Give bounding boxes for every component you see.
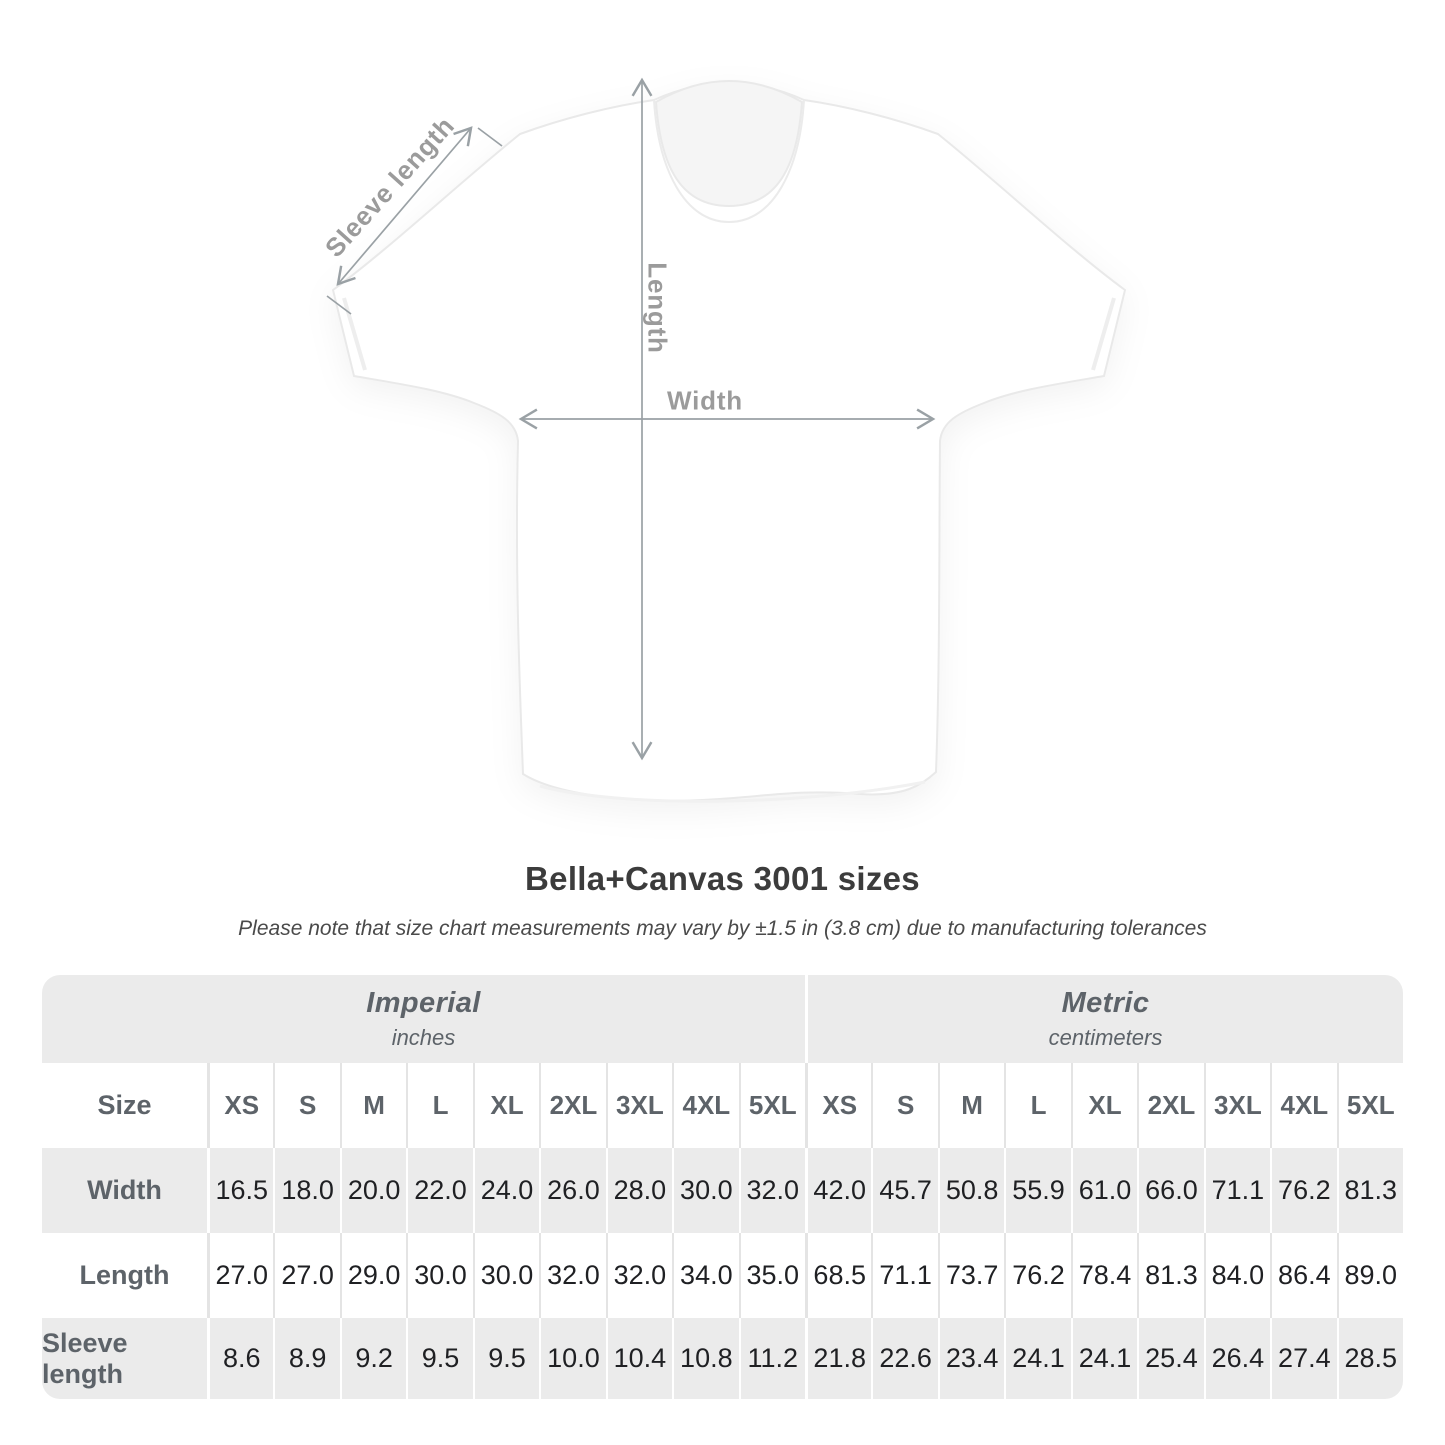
size-col-header: 4XL — [672, 1063, 739, 1148]
table-cell: 9.5 — [406, 1318, 473, 1399]
table-cell: 84.0 — [1203, 1233, 1271, 1318]
size-col-header: XL — [472, 1063, 540, 1148]
table-cell: 30.0 — [672, 1148, 739, 1233]
table-cell: 21.8 — [804, 1318, 872, 1399]
table-cell: 45.7 — [871, 1148, 938, 1233]
left-cuff-seam — [342, 297, 367, 371]
size-col-header: L — [1004, 1063, 1071, 1148]
table-cell: 68.5 — [804, 1233, 872, 1318]
table-cell: 27.4 — [1270, 1318, 1337, 1399]
table-cell: 34.0 — [672, 1233, 739, 1318]
table-cell: 32.0 — [738, 1148, 805, 1233]
table-cell: 76.2 — [1004, 1233, 1071, 1318]
table-cell: 8.9 — [273, 1318, 340, 1399]
size-row-label: Size — [42, 1063, 207, 1148]
table-cell: 71.1 — [871, 1233, 938, 1318]
table-cell: 18.0 — [273, 1148, 340, 1233]
table-cell: 66.0 — [1137, 1148, 1204, 1233]
table-cell: 42.0 — [804, 1148, 872, 1233]
size-col-header: 2XL — [539, 1063, 606, 1148]
size-col-header: 4XL — [1270, 1063, 1337, 1148]
page-title: Bella+Canvas 3001 sizes — [525, 860, 920, 897]
table-cell: 73.7 — [937, 1233, 1005, 1318]
table-cell: 29.0 — [339, 1233, 407, 1318]
sleeve-dimension-arrow — [336, 126, 473, 286]
table-cell: 25.4 — [1137, 1318, 1204, 1399]
table-cell: 26.0 — [539, 1148, 606, 1233]
size-col-header: 5XL — [1336, 1063, 1403, 1148]
table-cell: 24.1 — [1004, 1318, 1071, 1399]
table-cell: 76.2 — [1270, 1148, 1337, 1233]
table-cell: 30.0 — [472, 1233, 540, 1318]
right-cuff-seam — [1091, 297, 1116, 371]
table-cell: 11.2 — [738, 1318, 805, 1399]
table-cell: 23.4 — [937, 1318, 1005, 1399]
width-label: Width — [667, 385, 743, 416]
row-label-sleeve-length: Sleeve length — [42, 1318, 207, 1399]
table-cell: 10.0 — [539, 1318, 606, 1399]
table-cell: 16.5 — [207, 1148, 274, 1233]
size-col-header: M — [937, 1063, 1005, 1148]
size-col-header: 2XL — [1137, 1063, 1204, 1148]
size-table: Imperial inches Metric centimeters Size … — [42, 975, 1403, 1399]
size-col-header: L — [406, 1063, 473, 1148]
table-cell: 32.0 — [605, 1233, 673, 1318]
table-cell: 86.4 — [1270, 1233, 1337, 1318]
size-col-header: M — [339, 1063, 407, 1148]
table-cell: 30.0 — [406, 1233, 473, 1318]
collar-opening — [654, 80, 804, 208]
table-cell: 27.0 — [273, 1233, 340, 1318]
table-cell: 24.0 — [472, 1148, 540, 1233]
table-cell: 9.2 — [339, 1318, 407, 1399]
table-cell: 35.0 — [738, 1233, 805, 1318]
table-cell: 28.0 — [605, 1148, 673, 1233]
table-cell: 81.3 — [1137, 1233, 1204, 1318]
size-col-header: XS — [207, 1063, 274, 1148]
collar-seam — [653, 99, 805, 224]
size-col-header: S — [871, 1063, 938, 1148]
sleeve-dimension-tick-bottom — [326, 295, 352, 315]
table-cell: 81.3 — [1336, 1148, 1403, 1233]
size-col-header: 5XL — [738, 1063, 805, 1148]
table-cell: 61.0 — [1070, 1148, 1138, 1233]
metric-unit: centimeters — [1048, 1025, 1163, 1050]
table-cell: 28.5 — [1336, 1318, 1403, 1399]
imperial-unit: inches — [391, 1025, 456, 1050]
size-col-header: XS — [804, 1063, 872, 1148]
table-cell: 78.4 — [1070, 1233, 1138, 1318]
tshirt-body — [331, 80, 1127, 803]
table-cell: 71.1 — [1203, 1148, 1271, 1233]
table-cell: 10.8 — [672, 1318, 739, 1399]
imperial-group-header: Imperial inches — [42, 975, 805, 1063]
row-label-length: Length — [42, 1233, 207, 1318]
table-cell: 9.5 — [472, 1318, 540, 1399]
table-cell: 50.8 — [937, 1148, 1005, 1233]
sleeve-dimension-tick-top — [477, 127, 503, 147]
table-cell: 22.0 — [406, 1148, 473, 1233]
size-col-header: 3XL — [1203, 1063, 1271, 1148]
imperial-title: Imperial — [366, 987, 481, 1019]
tshirt-illustration — [326, 77, 1127, 803]
size-col-header: XL — [1070, 1063, 1138, 1148]
table-cell: 8.6 — [207, 1318, 274, 1399]
table-cell: 26.4 — [1203, 1318, 1271, 1399]
metric-group-header: Metric centimeters — [804, 975, 1403, 1063]
table-cell: 55.9 — [1004, 1148, 1071, 1233]
row-label-width: Width — [42, 1148, 207, 1233]
metric-title: Metric — [1061, 987, 1150, 1019]
size-col-header: S — [273, 1063, 340, 1148]
table-cell: 32.0 — [539, 1233, 606, 1318]
table-cell: 10.4 — [605, 1318, 673, 1399]
table-cell: 20.0 — [339, 1148, 407, 1233]
size-col-header: 3XL — [605, 1063, 673, 1148]
table-cell: 89.0 — [1336, 1233, 1403, 1318]
table-cell: 27.0 — [207, 1233, 274, 1318]
table-cell: 24.1 — [1070, 1318, 1138, 1399]
tolerance-note: Please note that size chart measurements… — [238, 917, 1207, 940]
hem-shadow — [539, 780, 926, 803]
length-label: Length — [642, 262, 673, 354]
table-cell: 22.6 — [871, 1318, 938, 1399]
